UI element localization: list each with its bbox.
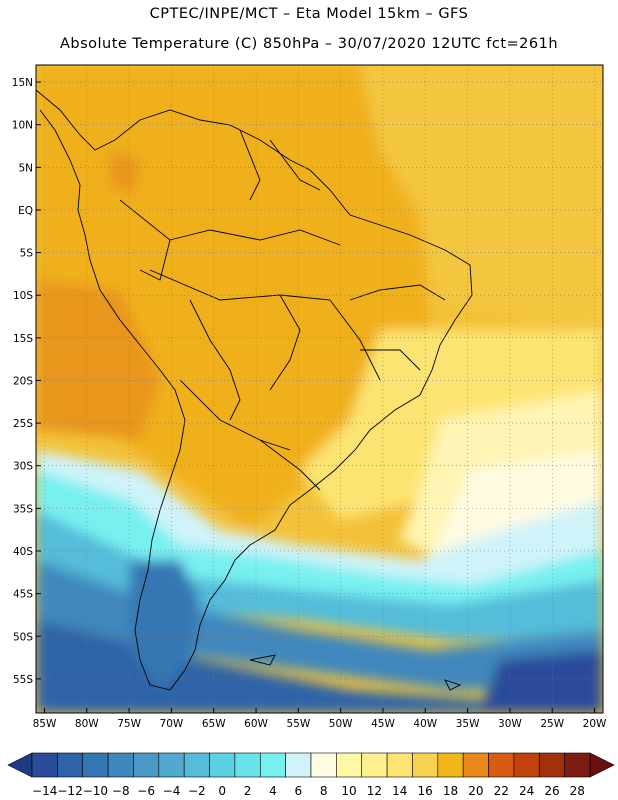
colorbar-swatch (513, 752, 540, 778)
lon-tick-label: 50W (329, 718, 353, 730)
colorbar-swatch (259, 752, 286, 778)
lon-tick-label: 30W (498, 718, 522, 730)
colorbar-swatch (57, 752, 84, 778)
colorbar-swatch (133, 752, 160, 778)
colorbar-tick-label: −10 (83, 784, 108, 798)
colorbar-tick-label: 26 (544, 784, 559, 798)
colorbar-swatch (310, 752, 337, 778)
colorbar-low-arrow (7, 752, 33, 778)
colorbar-swatch (285, 752, 312, 778)
colorbar-tick-label: 22 (494, 784, 509, 798)
colorbar-tick-label: 24 (519, 784, 534, 798)
colorbar-swatch (564, 752, 591, 778)
colorbar-swatch (209, 752, 236, 778)
colorbar-swatch (183, 752, 210, 778)
lon-tick-label: 40W (413, 718, 437, 730)
colorbar-swatch (31, 752, 58, 778)
colorbar-swatch (462, 752, 489, 778)
lat-tick-label: 45S (13, 589, 33, 601)
chart-title: CPTEC/INPE/MCT – Eta Model 15km – GFS (149, 6, 469, 22)
colorbar-tick-label: 8 (320, 784, 328, 798)
lat-tick-label: 10N (12, 120, 33, 132)
plot-frame (35, 64, 604, 714)
colorbar-swatch (336, 752, 363, 778)
lat-tick-label: 15S (13, 333, 33, 345)
lat-tick-label: 30S (13, 461, 33, 473)
colorbar-swatch (412, 752, 439, 778)
colorbar-swatch (361, 752, 388, 778)
lat-tick-label: 10S (13, 290, 33, 302)
lon-tick-label: 20W (583, 718, 607, 730)
lon-tick-label: 65W (202, 718, 226, 730)
colorbar-tick-label: 10 (341, 784, 356, 798)
colorbar-tick-label: −6 (137, 784, 155, 798)
colorbar-swatch (386, 752, 413, 778)
colorbar-tick-label: 0 (218, 784, 226, 798)
lat-tick-label: 55S (13, 674, 33, 686)
graticule (36, 65, 603, 713)
lat-tick-label: 50S (13, 631, 33, 643)
colorbar-swatch (107, 752, 134, 778)
temperature-field (36, 65, 603, 713)
colorbar-tick-label: 28 (570, 784, 585, 798)
colorbar-tick-label: 4 (269, 784, 277, 798)
lon-tick-label: 70W (160, 718, 184, 730)
colorbar-tick-label: 18 (443, 784, 458, 798)
colorbar-swatch (82, 752, 109, 778)
colorbar-tick-label: 20 (468, 784, 483, 798)
colorbar-tick-label: 2 (244, 784, 252, 798)
colorbar-swatch (488, 752, 515, 778)
colorbar-swatch (538, 752, 565, 778)
lon-tick-label: 45W (371, 718, 395, 730)
colorbar-tick-label: −8 (112, 784, 130, 798)
lat-tick-label: 40S (13, 546, 33, 558)
chart-subtitle: Absolute Temperature (C) 850hPa – 30/07/… (59, 36, 559, 52)
lat-tick-label: 5N (18, 162, 33, 174)
lat-tick-label: EQ (18, 205, 33, 217)
latitude-axis: 15N 10N 5N EQ 5S 10S 15S 20S 25S 30S 35S 40S 45S 50S 5… (12, 77, 41, 686)
colorbar-tick-label: 16 (417, 784, 432, 798)
lon-tick-label: 55W (286, 718, 310, 730)
lon-tick-label: 60W (244, 718, 268, 730)
colorbar-tick-label: −4 (163, 784, 181, 798)
lon-tick-label: 25W (540, 718, 564, 730)
colorbar-tick-label: −2 (188, 784, 206, 798)
lon-tick-label: 85W (33, 718, 57, 730)
colorbar-tick-label: 6 (294, 784, 302, 798)
lat-tick-label: 35S (13, 503, 33, 515)
lat-tick-label: 5S (20, 248, 34, 260)
colorbar-high-arrow (589, 752, 615, 778)
lon-tick-label: 80W (75, 718, 99, 730)
longitude-axis: 85W 80W 75W 70W 65W 60W 55W 50W 45W 40W 35W 30W 25W 2… (33, 708, 607, 730)
colorbar-swatch (234, 752, 261, 778)
lon-tick-label: 35W (456, 718, 480, 730)
colorbar-tick-label: −14 (32, 784, 57, 798)
lat-tick-label: 25S (13, 418, 33, 430)
colorbar-swatch (437, 752, 464, 778)
lon-tick-label: 75W (117, 718, 141, 730)
colorbar-tick-label: −12 (57, 784, 82, 798)
colorbar-swatch (158, 752, 185, 778)
lat-tick-label: 20S (13, 375, 33, 387)
colorbar-tick-label: 12 (367, 784, 382, 798)
colorbar-tick-label: 14 (392, 784, 407, 798)
lat-tick-label: 15N (12, 77, 33, 89)
